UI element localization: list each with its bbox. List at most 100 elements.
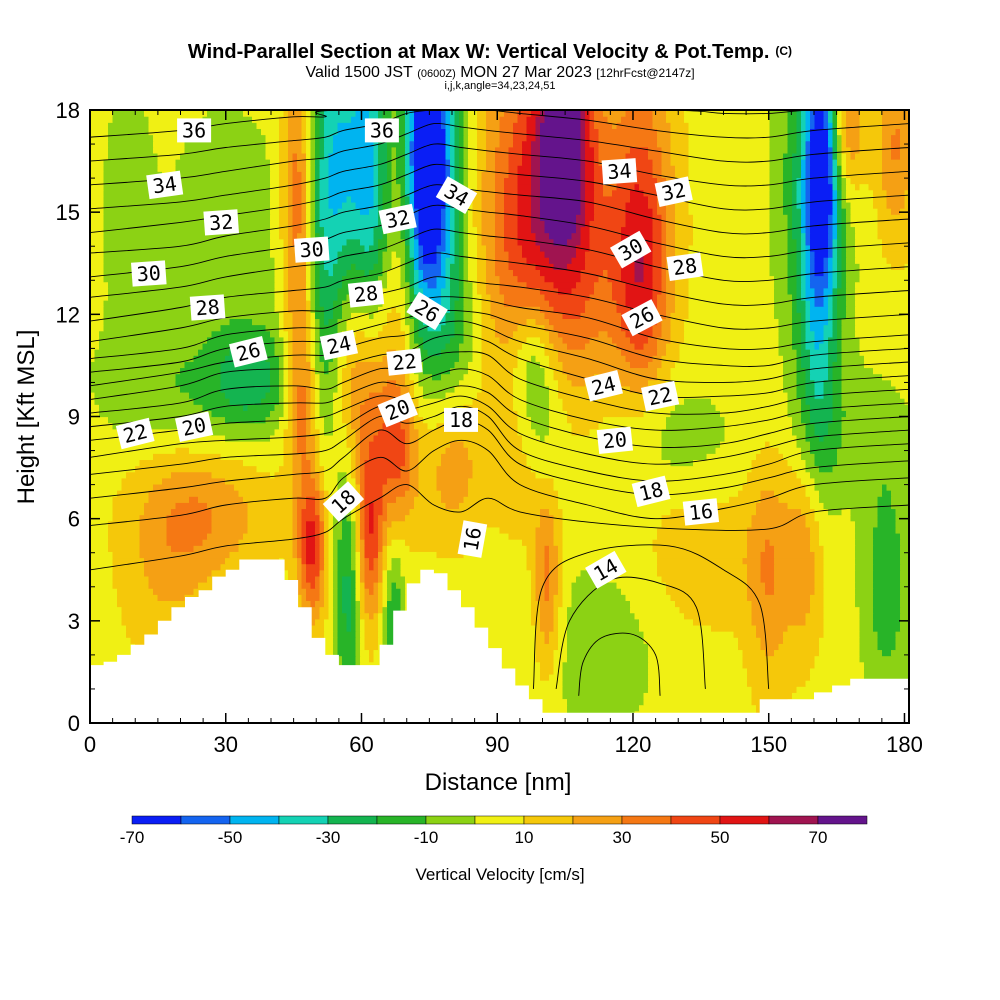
velocity-cell	[418, 250, 424, 258]
velocity-cell	[459, 165, 465, 172]
velocity-cell	[445, 110, 451, 117]
velocity-cell	[562, 569, 582, 577]
velocity-cell	[355, 502, 361, 510]
velocity-cell	[526, 116, 537, 123]
velocity-cell	[315, 447, 321, 454]
velocity-cell	[297, 520, 303, 528]
velocity-cell	[661, 434, 726, 442]
velocity-cell	[841, 226, 847, 234]
velocity-cell	[103, 238, 271, 246]
velocity-cell	[661, 355, 681, 362]
velocity-cell	[279, 208, 289, 215]
velocity-cell	[571, 428, 591, 436]
velocity-cell	[801, 361, 811, 369]
velocity-cell	[792, 220, 802, 228]
velocity-cell	[288, 287, 307, 295]
velocity-cell	[409, 398, 420, 405]
velocity-cell	[90, 453, 154, 461]
velocity-cell	[567, 631, 645, 638]
velocity-cell	[211, 514, 249, 522]
velocity-cell	[445, 159, 451, 166]
velocity-cell	[481, 532, 510, 540]
velocity-cell	[364, 508, 370, 516]
velocity-cell	[103, 244, 271, 252]
velocity-cell	[805, 195, 811, 203]
velocity-cell	[549, 232, 573, 240]
velocity-cell	[805, 263, 811, 270]
velocity-cell	[351, 465, 357, 473]
velocity-cell	[355, 361, 402, 369]
velocity-cell	[306, 520, 316, 528]
velocity-cell	[400, 557, 528, 565]
velocity-cell	[648, 146, 663, 154]
velocity-cell	[756, 508, 802, 516]
velocity-cell	[387, 281, 402, 289]
velocity-cell	[315, 526, 321, 534]
velocity-cell	[463, 128, 469, 136]
velocity-cell	[531, 189, 541, 197]
velocity-cell	[657, 140, 672, 148]
velocity-cell	[382, 569, 388, 577]
velocity-cell	[477, 171, 483, 179]
velocity-cell	[409, 293, 415, 301]
velocity-cell	[463, 171, 469, 179]
velocity-cell	[306, 195, 312, 203]
velocity-cell	[360, 410, 388, 418]
velocity-cell	[544, 582, 550, 589]
velocity-cell	[90, 441, 285, 448]
velocity-cell	[90, 410, 100, 418]
velocity-cell	[306, 551, 316, 559]
velocity-cell	[243, 404, 249, 411]
velocity-cell	[841, 367, 874, 375]
velocity-cell	[558, 582, 564, 589]
velocity-cell	[378, 520, 384, 528]
velocity-cell	[562, 398, 658, 405]
velocity-cell	[324, 490, 330, 497]
velocity-cell	[873, 551, 901, 559]
velocity-cell	[306, 110, 312, 117]
velocity-cell	[405, 183, 411, 191]
velocity-cell	[382, 250, 393, 258]
velocity-cell	[387, 165, 393, 172]
velocity-cell	[328, 526, 334, 534]
velocity-cell	[796, 441, 811, 448]
velocity-cell	[139, 532, 168, 540]
velocity-cell	[436, 551, 465, 559]
velocity-cell	[279, 201, 289, 209]
velocity-cell	[144, 569, 213, 577]
velocity-cell	[333, 600, 339, 608]
velocity-cell	[310, 318, 316, 326]
velocity-cell	[450, 134, 456, 142]
velocity-cell	[873, 557, 901, 565]
velocity-cell	[792, 306, 798, 313]
velocity-cell	[292, 336, 307, 344]
velocity-cell	[468, 361, 483, 369]
velocity-cell	[801, 177, 807, 185]
velocity-cell	[562, 582, 573, 589]
velocity-cell	[661, 428, 726, 436]
velocity-cell	[319, 318, 325, 326]
velocity-cell	[828, 171, 834, 179]
velocity-cell	[324, 416, 334, 424]
velocity-cell	[337, 361, 348, 369]
velocity-cell	[279, 134, 289, 142]
contour-label-box	[601, 158, 638, 185]
velocity-cell	[517, 416, 532, 424]
velocity-cell	[270, 189, 280, 197]
velocity-cell	[463, 275, 469, 283]
velocity-cell	[148, 116, 204, 123]
velocity-cell	[423, 385, 456, 393]
velocity-cell	[283, 238, 289, 246]
velocity-cell	[414, 140, 447, 148]
velocity-cell	[360, 661, 384, 669]
velocity-cell	[382, 532, 388, 540]
contour-label-group: 16	[682, 498, 720, 526]
velocity-cell	[351, 404, 361, 411]
velocity-cell	[553, 606, 559, 614]
velocity-cell	[283, 434, 294, 442]
velocity-cell	[324, 582, 330, 589]
contour-label-box	[322, 481, 365, 522]
contour-label-box	[621, 299, 663, 337]
velocity-cell	[405, 318, 415, 326]
velocity-cell	[841, 177, 847, 185]
